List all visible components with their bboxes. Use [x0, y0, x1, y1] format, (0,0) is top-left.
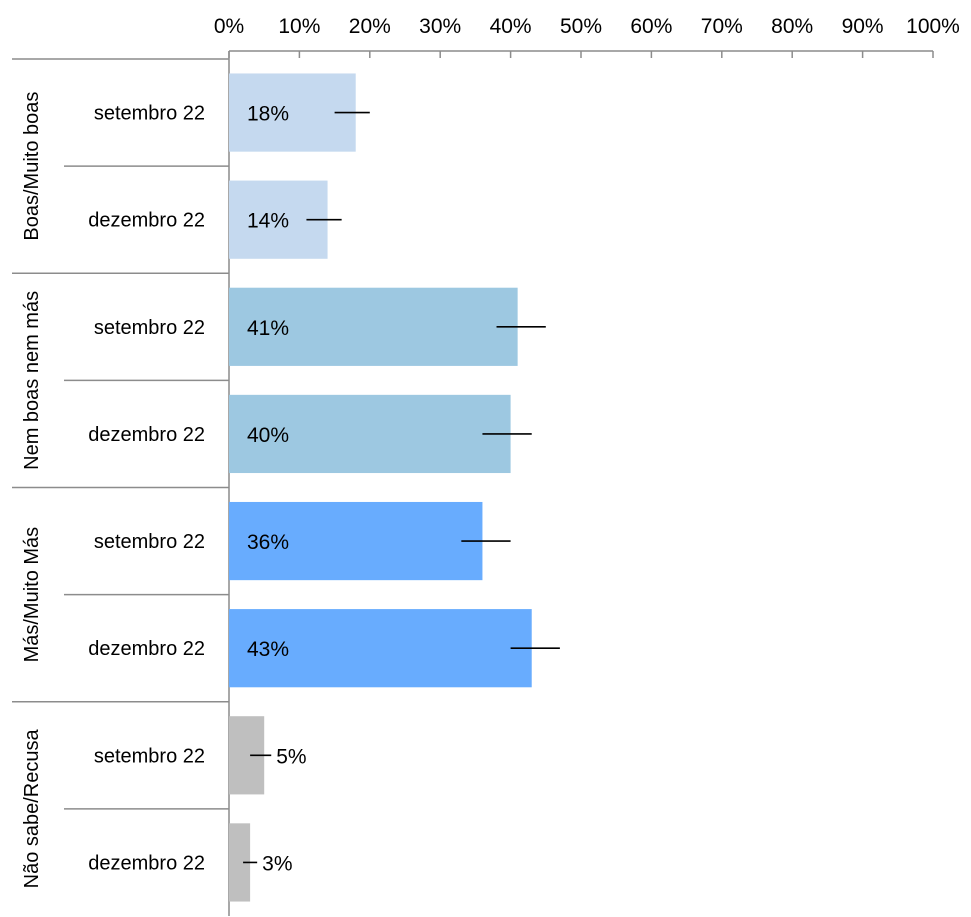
x-tick-label: 80%	[771, 15, 813, 38]
x-tick-label: 40%	[490, 15, 532, 38]
category-label: setembro 22	[94, 317, 205, 339]
x-tick-label: 50%	[560, 15, 602, 38]
x-tick-label: 20%	[349, 15, 391, 38]
bar	[229, 287, 518, 366]
data-label: 41%	[247, 317, 289, 340]
category-label: setembro 22	[94, 745, 205, 767]
group-label: Más/Muito Más	[21, 527, 43, 663]
data-label: 5%	[276, 745, 306, 768]
x-tick-label: 60%	[630, 15, 672, 38]
category-label: setembro 22	[94, 103, 205, 125]
bar	[229, 823, 251, 902]
group-label: Não sabe/Recusa	[21, 729, 43, 889]
data-label: 14%	[247, 210, 289, 233]
data-label: 40%	[247, 424, 289, 447]
category-label: dezembro 22	[88, 210, 205, 232]
category-label: setembro 22	[94, 531, 205, 553]
data-label: 36%	[247, 531, 289, 554]
category-label: dezembro 22	[88, 424, 205, 446]
data-label: 3%	[262, 852, 292, 875]
group-label: Nem boas nem más	[21, 291, 43, 470]
bar	[229, 501, 483, 581]
group-label: Boas/Muito boas	[21, 92, 43, 241]
x-tick-label: 30%	[419, 15, 461, 38]
x-axis: 0% 10% 20% 30% 40% 50% 60% 70% 80% 90% 100%	[214, 15, 960, 916]
data-label: 43%	[247, 638, 289, 661]
group-axis: Boas/Muito boas setembro 22 dezembro 22 Nem…	[12, 58, 229, 889]
bars-layer: 18% 14% 41% 40% 36% 43% 5% 3%	[229, 73, 560, 902]
x-tick-label: 90%	[842, 15, 884, 38]
category-label: dezembro 22	[88, 638, 205, 660]
x-tick-label: 70%	[701, 15, 743, 38]
bar	[229, 394, 511, 474]
data-label: 18%	[247, 103, 289, 126]
category-label: dezembro 22	[88, 852, 205, 874]
x-tick-label: 10%	[278, 15, 320, 38]
x-tick-label: 100%	[906, 15, 960, 38]
x-tick-label: 0%	[214, 15, 244, 38]
bar	[229, 609, 532, 688]
